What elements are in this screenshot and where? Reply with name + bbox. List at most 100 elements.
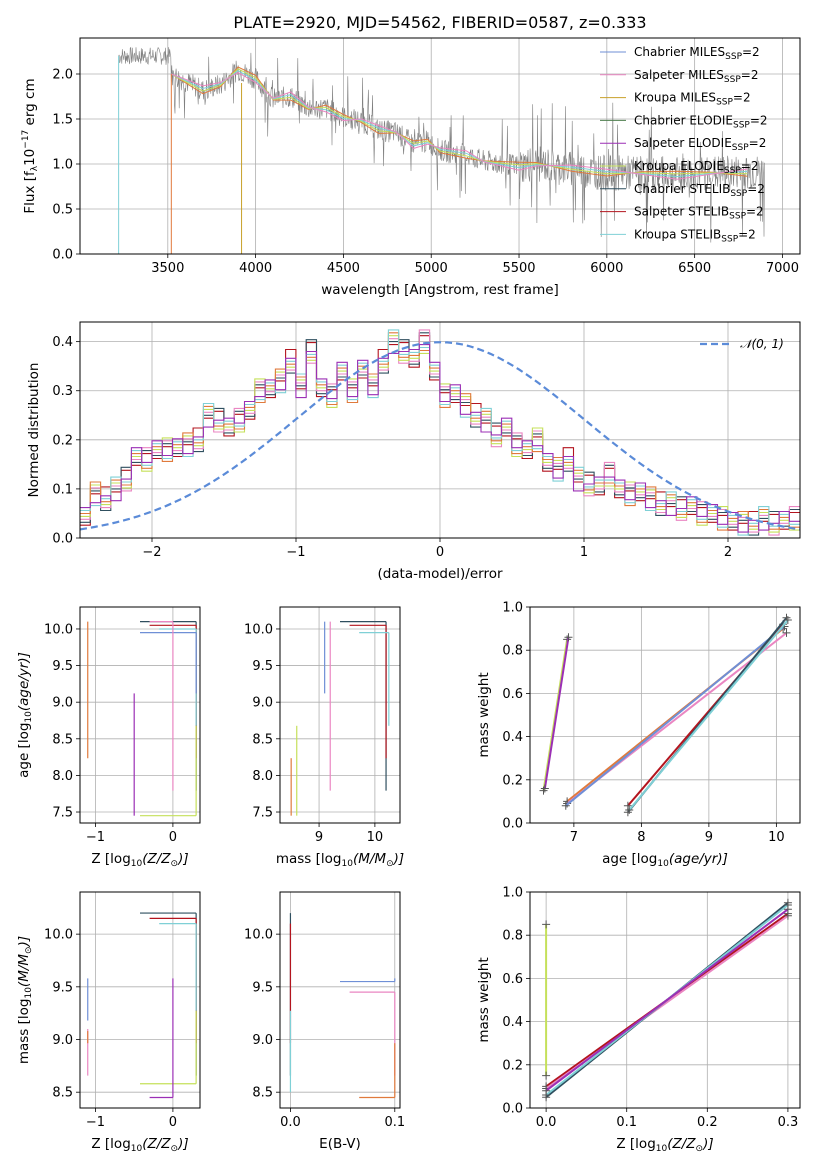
axes-frame (279, 891, 401, 1109)
age_vs_Z-panel: −1 07.58.08.59.09.510.0Z [log10(Z/Z⊙)]age… (16, 606, 201, 869)
y-tick-label: 9.0 (252, 1033, 273, 1048)
x-tick-label: 5500 (502, 261, 535, 276)
x-axis-label: (data-model)/error (377, 566, 503, 582)
y-tick-label: 8.5 (52, 732, 73, 747)
x-tick-label: −2 (142, 545, 161, 560)
legend-name: Kroupa STELIB (634, 227, 721, 241)
mass-weight-marker (542, 1071, 551, 1080)
legend-suffix: =2 (747, 182, 765, 196)
x-tick-label: 1 (580, 545, 588, 560)
normal-curve (79, 341, 801, 531)
model-spectrum-kroupa_stelib (171, 70, 748, 178)
axes-frame (79, 891, 201, 1109)
y-axis-label: Normed distribution (26, 363, 42, 498)
legend-name: Kroupa ELODIE (634, 159, 724, 173)
y-tick-label: 1.0 (502, 601, 523, 616)
mass-weight-marker (783, 615, 792, 624)
tspan: age [log (16, 723, 32, 778)
y-tick-label: 0.2 (502, 773, 523, 788)
legend-suffix: =2 (746, 205, 764, 219)
legend-name: Salpeter STELIB (634, 205, 729, 219)
x-axis-label: E(B-V) (319, 1136, 361, 1152)
residual-histogram-salpeter_elodie (80, 344, 800, 533)
x-tick-label: 0 (436, 545, 444, 560)
tspan: 10 (657, 859, 669, 869)
mass-weight-line (545, 908, 789, 1092)
legend-name: Chabrier STELIB (634, 182, 730, 196)
y-tick-label: 0.4 (52, 335, 73, 350)
y-tick-label: 9.0 (52, 1033, 73, 1048)
legend-entry: Chabrier ELODIESSP=2 (634, 113, 768, 130)
mass-weight-marker (623, 808, 632, 817)
tspan: −17 (21, 130, 31, 149)
data-spectrum-line (118, 46, 765, 243)
legend-entry: Kroupa MILESSSP=2 (634, 91, 751, 108)
tspan: 10 (131, 859, 143, 869)
x-tick-label: 0.1 (616, 1115, 637, 1130)
mass-weight-marker (540, 784, 549, 793)
y-tick-label: 10.0 (244, 622, 273, 637)
y-tick-label: 9.5 (52, 980, 73, 995)
y-tick-label: 0.0 (52, 532, 73, 547)
tspan: mass [log (16, 999, 32, 1065)
tspan: age [log (602, 851, 657, 867)
y-tick-label: 0.6 (502, 687, 523, 702)
tspan: 10 (341, 859, 353, 869)
x-tick-label: 10 (768, 830, 785, 845)
legend-entry: Salpeter MILESSSP=2 (634, 68, 758, 85)
y-tick-label: 8.5 (52, 1086, 73, 1101)
x-tick-label: 10 (367, 830, 384, 845)
x-axis-label: mass [log10(M/M⊙)] (276, 851, 404, 869)
legend-sub: SSP (729, 212, 746, 222)
legend-suffix: =2 (733, 91, 751, 105)
axes-frame (79, 606, 201, 824)
x-tick-label: 0 (169, 1115, 177, 1130)
y-tick-label: 0.0 (502, 1102, 523, 1117)
legend-name: Chabrier ELODIE (634, 113, 733, 127)
tspan: )] (393, 851, 405, 867)
tspan: (Z/Z (142, 1136, 171, 1152)
y-axis-label: mass weight (476, 957, 492, 1042)
x-tick-label: 0.2 (697, 1115, 718, 1130)
y-tick-label: 7.5 (52, 806, 73, 821)
mass-weight-marker (561, 801, 570, 810)
x-tick-label: 0 (169, 830, 177, 845)
x-tick-label: 6000 (590, 261, 623, 276)
tspan: ⊙ (171, 1144, 179, 1154)
mass-weight-marker (783, 905, 792, 914)
legend-name: Salpeter ELODIE (634, 136, 732, 150)
x-tick-label: 9 (705, 830, 713, 845)
x-tick-label: 6500 (678, 261, 711, 276)
legend-suffix: =2 (750, 113, 768, 127)
model-spectrum-model_orange (171, 66, 748, 177)
y-tick-label: 0.5 (52, 203, 73, 218)
mass-weight-marker (564, 633, 573, 642)
mass-weight-marker (625, 806, 634, 815)
tspan: mass [log (276, 851, 342, 867)
x-tick-label: 0.0 (536, 1115, 557, 1130)
x-axis-label: wavelength [Angstrom, rest frame] (321, 282, 559, 298)
legend-name: Salpeter MILES (634, 68, 724, 82)
y-tick-label: 0.1 (52, 482, 73, 497)
mass-weight-line (628, 619, 789, 811)
y-tick-label: 9.5 (252, 659, 273, 674)
y-tick-label: 9.5 (52, 659, 73, 674)
y-tick-label: 0.0 (52, 248, 73, 263)
y-tick-label: 10.0 (44, 928, 73, 943)
tspan: )] (16, 936, 32, 948)
y-axis-label: mass weight (476, 672, 492, 757)
y-tick-label: 9.0 (252, 696, 273, 711)
model-spectrum-salpeter_miles (171, 72, 748, 180)
y-tick-label: 0.8 (502, 929, 523, 944)
legend-entry: Chabrier STELIBSSP=2 (634, 182, 765, 199)
spectrum-panel: 3500 4000 4500 5000 5500 6000 6500 7000 0.0 0.5 1.… (21, 37, 801, 298)
y-tick-label: 1.0 (502, 886, 523, 901)
x-tick-label: 3500 (151, 261, 184, 276)
x-axis-label: age [log10(age/yr)] (602, 851, 728, 869)
tspan: 10 (24, 987, 34, 999)
x-axis-label: Z [log10(Z/Z⊙)] (91, 1136, 188, 1154)
mass_vs_Z-panel: −1 08.59.09.510.0Z [log10(Z/Z⊙)]mass [log… (16, 891, 201, 1154)
mass-weight-marker (782, 628, 791, 637)
tspan: (M/M (353, 851, 386, 867)
